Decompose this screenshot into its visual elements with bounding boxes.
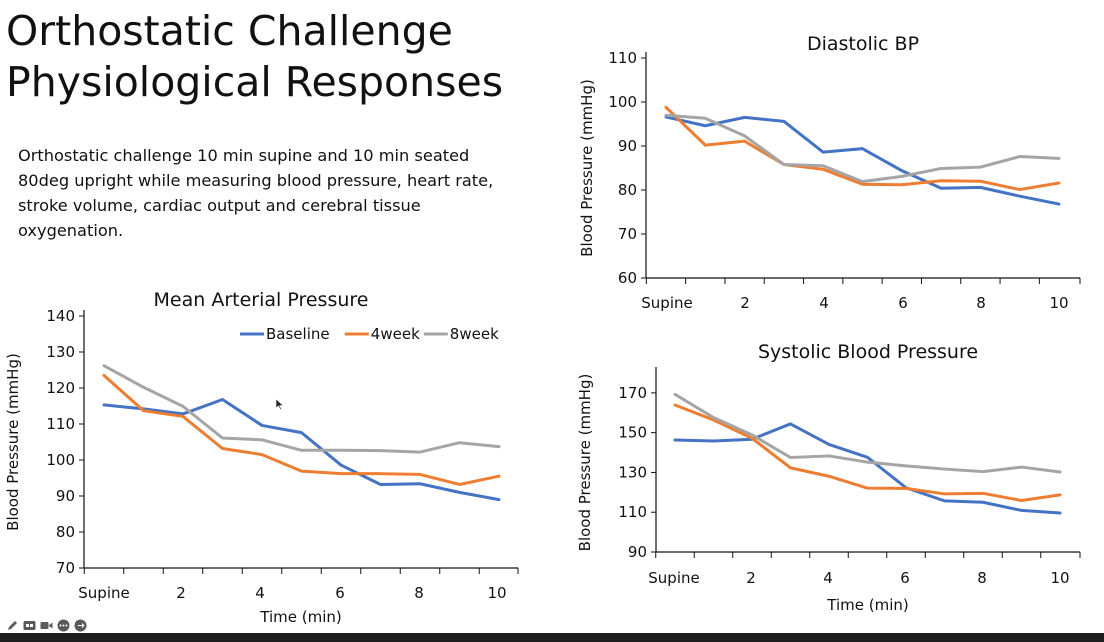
video-icon[interactable] xyxy=(40,619,53,632)
y-axis-label: Blood Pressure (mmHg) xyxy=(576,374,594,552)
description-line: Orthostatic challenge 10 min supine and … xyxy=(18,146,470,165)
x-tick-label: 4 xyxy=(823,569,833,587)
x-tick-label: 4 xyxy=(819,294,829,312)
x-tick-label: 8 xyxy=(977,569,987,587)
y-tick-label: 110 xyxy=(608,49,637,67)
y-axis-label: Blood Pressure (mmHg) xyxy=(4,353,22,531)
y-tick-label: 90 xyxy=(618,137,637,155)
y-tick-label: 140 xyxy=(46,307,75,325)
x-tick-label: 6 xyxy=(900,569,910,587)
next-icon[interactable] xyxy=(74,619,87,632)
y-tick-label: 60 xyxy=(618,269,637,287)
x-tick-label: Supine xyxy=(641,294,692,312)
x-tick-label: 10 xyxy=(1050,569,1069,587)
title-line-2: Physiological Responses xyxy=(6,58,504,106)
cc-icon[interactable] xyxy=(23,619,36,632)
bottom-bar xyxy=(0,633,1104,642)
slide-description: Orthostatic challenge 10 min supine and … xyxy=(18,143,538,243)
chart-diastolic-bp: Diastolic BP 60 70 80 90 100 110 Supine 2 4 6 8 10 Bl… xyxy=(578,33,1081,312)
series-line-8week xyxy=(102,364,501,454)
series-line-4week xyxy=(102,373,501,486)
presentation-toolbar xyxy=(6,617,87,633)
legend-label: 8week xyxy=(450,325,499,343)
title-line-1: Orthostatic Challenge xyxy=(6,7,453,55)
series-line-series-1 xyxy=(664,115,1061,206)
x-tick-label: 6 xyxy=(335,584,345,602)
x-tick-label: 8 xyxy=(976,294,986,312)
series-line-series-1 xyxy=(673,422,1062,515)
y-tick-label: 150 xyxy=(618,424,647,442)
description-line: oxygenation. xyxy=(18,221,124,240)
chart-title: Mean Arterial Pressure xyxy=(154,289,369,311)
y-tick-label: 130 xyxy=(618,463,647,481)
chart-title: Systolic Blood Pressure xyxy=(758,341,978,363)
x-tick-label: 2 xyxy=(740,294,750,312)
x-tick-label: 2 xyxy=(746,569,756,587)
x-tick-label: 2 xyxy=(176,584,186,602)
y-tick-label: 70 xyxy=(618,225,637,243)
description-line: stroke volume, cardiac output and cerebr… xyxy=(18,196,421,215)
y-tick-label: 80 xyxy=(56,523,75,541)
chart-title: Diastolic BP xyxy=(807,33,919,55)
series-line-series-3 xyxy=(664,113,1061,184)
description-line: 80deg upright while measuring blood pres… xyxy=(18,171,494,190)
legend-label: Baseline xyxy=(266,325,330,343)
y-tick-label: 90 xyxy=(56,487,75,505)
x-tick-label: 8 xyxy=(414,584,424,602)
legend-label: 4week xyxy=(371,325,420,343)
x-tick-label: 6 xyxy=(898,294,908,312)
series-line-series-2 xyxy=(664,105,1061,192)
x-tick-label: Supine xyxy=(78,584,129,602)
x-axis-label: Time (min) xyxy=(826,596,908,614)
x-tick-label: 4 xyxy=(255,584,265,602)
x-tick-label: Supine xyxy=(648,569,699,587)
y-tick-label: 130 xyxy=(46,343,75,361)
series-line-series-2 xyxy=(673,403,1062,502)
x-axis-label: Time (min) xyxy=(259,608,341,626)
y-axis-label: Blood Pressure (mmHg) xyxy=(578,79,596,257)
y-tick-label: 110 xyxy=(46,415,75,433)
pen-icon[interactable] xyxy=(6,619,19,632)
y-tick-label: 70 xyxy=(56,559,75,577)
y-tick-label: 170 xyxy=(618,384,647,402)
y-tick-label: 120 xyxy=(46,379,75,397)
x-tick-label: 10 xyxy=(1049,294,1068,312)
chart-systolic-bp: Systolic Blood Pressure 90 110 130 150 170 Sup… xyxy=(576,341,1081,614)
y-tick-label: 100 xyxy=(608,93,637,111)
slide-title: Orthostatic Challenge Physiological Resp… xyxy=(6,6,503,108)
y-tick-label: 90 xyxy=(628,543,647,561)
mouse-cursor-icon xyxy=(275,398,284,416)
y-tick-label: 110 xyxy=(618,503,647,521)
x-tick-label: 10 xyxy=(487,584,506,602)
y-tick-label: 100 xyxy=(46,451,75,469)
chart-mean-arterial-pressure: Mean Arterial Pressure 70 80 90 100 110 120 130… xyxy=(4,289,519,626)
more-icon[interactable] xyxy=(57,619,70,632)
series-line-baseline xyxy=(102,398,501,502)
y-tick-label: 80 xyxy=(618,181,637,199)
series-line-series-3 xyxy=(673,392,1062,474)
